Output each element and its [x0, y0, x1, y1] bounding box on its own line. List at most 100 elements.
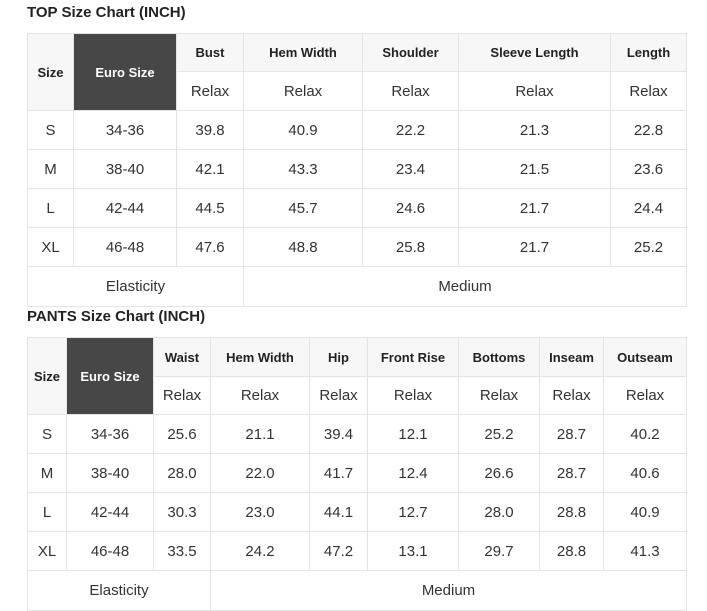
elasticity-value: Medium	[210, 570, 687, 611]
measurement-cell: 40.9	[603, 492, 687, 532]
measurement-cell: 21.3	[458, 110, 611, 150]
size-cell: XL	[27, 531, 67, 571]
measurement-cell: 41.7	[309, 453, 368, 493]
fit-label: Relax	[458, 71, 611, 111]
measurement-cell: 40.9	[243, 110, 363, 150]
measurement-cell: 28.7	[539, 414, 604, 454]
measurement-cell: 21.5	[458, 149, 611, 189]
fit-label: Relax	[362, 71, 459, 111]
table-row: M 38-40 42.1 43.3 23.4 21.5 23.6	[27, 149, 687, 189]
measurement-cell: 23.4	[362, 149, 459, 189]
measurement-cell: 12.7	[367, 492, 459, 532]
euro-size-header: Euro Size	[66, 337, 154, 415]
elasticity-row: Elasticity Medium	[27, 570, 687, 611]
table-row: S 34-36 25.6 21.1 39.4 12.1 25.2 28.7 40.2	[27, 414, 687, 454]
table-row: XL 46-48 47.6 48.8 25.8 21.7 25.2	[27, 227, 687, 267]
fit-label: Relax	[539, 376, 604, 415]
measurement-cell: 23.0	[210, 492, 310, 532]
size-cell: S	[27, 414, 67, 454]
measurement-cell: 28.0	[153, 453, 211, 493]
fit-row: Relax Relax Relax Relax Relax	[28, 71, 687, 111]
size-cell: S	[27, 110, 74, 150]
measurement-cell: 41.3	[603, 531, 687, 571]
measurement-cell: 25.2	[458, 414, 540, 454]
header-row: Size Euro Size Bust Hem Width Shoulder Sleeve…	[27, 33, 687, 111]
euro-size-cell: 38-40	[66, 453, 154, 493]
measurement-cell: 25.6	[153, 414, 211, 454]
measurement-cell: 40.6	[603, 453, 687, 493]
measurement-cell: 28.7	[539, 453, 604, 493]
column-header: Waist	[153, 337, 211, 377]
measurement-cell: 28.8	[539, 531, 604, 571]
euro-size-cell: 34-36	[66, 414, 154, 454]
euro-size-cell: 46-48	[66, 531, 154, 571]
fit-label: Relax	[610, 71, 687, 111]
column-header: Bust	[176, 33, 244, 72]
measurement-cell: 12.1	[367, 414, 459, 454]
measurement-cell: 22.0	[210, 453, 310, 493]
size-header: Size	[27, 337, 67, 415]
fit-row: Relax Relax Relax Relax Relax Relax Relax	[28, 376, 687, 415]
table-row: L 42-44 44.5 45.7 24.6 21.7 24.4	[27, 188, 687, 228]
measurement-cell: 24.6	[362, 188, 459, 228]
size-cell: L	[27, 492, 67, 532]
fit-label: Relax	[603, 376, 687, 415]
measurement-cell: 24.2	[210, 531, 310, 571]
column-header: Hip	[309, 337, 368, 377]
measurement-cell: 22.2	[362, 110, 459, 150]
measurement-cell: 47.2	[309, 531, 368, 571]
euro-size-header: Euro Size	[73, 33, 177, 111]
column-header: Shoulder	[362, 33, 459, 72]
elasticity-row: Elasticity Medium	[27, 266, 687, 307]
measurement-cell: 24.4	[610, 188, 687, 228]
measurement-cell: 22.8	[610, 110, 687, 150]
measurement-cell: 13.1	[367, 531, 459, 571]
measurement-cell: 21.1	[210, 414, 310, 454]
measurement-cell: 12.4	[367, 453, 459, 493]
measurement-cell: 48.8	[243, 227, 363, 267]
measurement-cell: 39.4	[309, 414, 368, 454]
euro-size-cell: 42-44	[73, 188, 177, 228]
size-cell: M	[27, 149, 74, 189]
table-row: S 34-36 39.8 40.9 22.2 21.3 22.8	[27, 110, 687, 150]
column-header: Bottoms	[458, 337, 540, 377]
euro-size-cell: 34-36	[73, 110, 177, 150]
measurement-cell: 44.1	[309, 492, 368, 532]
measurement-cell: 30.3	[153, 492, 211, 532]
fit-label: Relax	[210, 376, 310, 415]
size-cell: XL	[27, 227, 74, 267]
table-row: XL 46-48 33.5 24.2 47.2 13.1 29.7 28.8 41.3	[27, 531, 687, 571]
fit-label: Relax	[309, 376, 368, 415]
measurement-cell: 28.8	[539, 492, 604, 532]
top-chart-title: TOP Size Chart (INCH)	[27, 4, 186, 21]
elasticity-value: Medium	[243, 266, 687, 307]
measurement-cell: 29.7	[458, 531, 540, 571]
measurement-cell: 21.7	[458, 227, 611, 267]
column-header: Outseam	[603, 337, 687, 377]
measurement-cell: 39.8	[176, 110, 244, 150]
measurement-cell: 33.5	[153, 531, 211, 571]
column-header: Hem Width	[210, 337, 310, 377]
measurement-cell: 23.6	[610, 149, 687, 189]
elasticity-label: Elasticity	[27, 570, 211, 611]
fit-label: Relax	[367, 376, 459, 415]
fit-label: Relax	[153, 376, 211, 415]
size-cell: L	[27, 188, 74, 228]
measurement-cell: 47.6	[176, 227, 244, 267]
pants-chart-title: PANTS Size Chart (INCH)	[27, 308, 206, 325]
measurement-cell: 28.0	[458, 492, 540, 532]
table-row: L 42-44 30.3 23.0 44.1 12.7 28.0 28.8 40.9	[27, 492, 687, 532]
pants-size-table: Size Euro Size Waist Hem Width Hip Front Rise…	[27, 337, 687, 611]
size-cell: M	[27, 453, 67, 493]
column-header: Length	[610, 33, 687, 72]
table-row: M 38-40 28.0 22.0 41.7 12.4 26.6 28.7 40.6	[27, 453, 687, 493]
measurement-cell: 25.2	[610, 227, 687, 267]
fit-label: Relax	[176, 71, 244, 111]
measurement-cell: 42.1	[176, 149, 244, 189]
column-header: Sleeve Length	[458, 33, 611, 72]
fit-label: Relax	[458, 376, 540, 415]
fit-label: Relax	[243, 71, 363, 111]
header-row: Size Euro Size Waist Hem Width Hip Front Rise…	[27, 337, 687, 415]
top-size-table: Size Euro Size Bust Hem Width Shoulder Sleeve…	[27, 33, 687, 307]
measurement-cell: 21.7	[458, 188, 611, 228]
